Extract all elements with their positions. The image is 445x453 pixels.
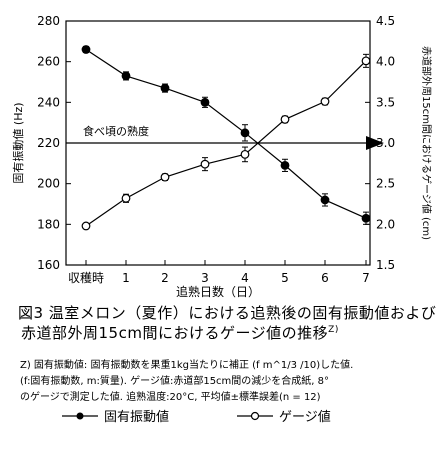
- x-tick-label: 6: [321, 271, 329, 285]
- data-point-gauge: [280, 115, 290, 124]
- filled-circle-marker-icon: [62, 412, 98, 419]
- footnote: Z) 固有振動値: 固有振動数を果重1kg当たりに補正 (f m^1/3 /10…: [20, 358, 440, 406]
- annotation: 食べ頃の熟度: [66, 124, 384, 150]
- y-tick-label-left: 260: [37, 55, 60, 69]
- series-line-1: [85, 48, 367, 219]
- legend-label: 固有振動値: [104, 410, 170, 425]
- data-point-frequency: [280, 160, 290, 170]
- figure-caption-line1: 図3 温室メロン（夏作）における追熟後の固有振動値および: [18, 304, 437, 322]
- legend-item-gauge: ゲージ値: [235, 406, 331, 425]
- data-point-frequency: [361, 213, 371, 223]
- data-point-frequency: [240, 128, 250, 138]
- footnote-line: (f:固有振動数, m:質量). ゲージ値:赤道部15cm間の減少を合成紙, 8…: [20, 376, 330, 387]
- figure-caption-line2: 赤道部外周15cm間におけるゲージ値の推移Z): [21, 322, 339, 343]
- annotation-label: 食べ頃の熟度: [83, 124, 149, 138]
- data-point-gauge: [320, 97, 330, 106]
- y-tick-label-right: 4.0: [376, 55, 395, 69]
- caption-superscript: Z): [328, 325, 339, 335]
- x-tick-label: 7: [362, 271, 370, 285]
- data-point-frequency: [121, 71, 131, 81]
- y-tick-label-left: 160: [37, 258, 60, 272]
- open-circle-marker-icon: [237, 411, 273, 420]
- legend-label: ゲージ値: [279, 410, 331, 425]
- y-tick-label-left: 240: [37, 95, 60, 109]
- chart: 160 180 200 220 240 260 280 1.5 2.0 2.5 3.0 3.5 4.0…: [11, 14, 433, 299]
- legend-item-frequency: 固有振動値: [60, 406, 169, 425]
- y-tick-label-right: 2.0: [376, 217, 395, 231]
- y-axis-label-left: 固有振動値 (Hz): [11, 102, 25, 183]
- x-axis-label: 追熟日数（日）: [176, 284, 260, 299]
- footnote-line: Z) 固有振動値: 固有振動数を果重1kg当たりに補正 (f m^1/3 /10…: [20, 360, 354, 371]
- y-tick-label-left: 220: [37, 136, 60, 150]
- series-line-2: [85, 60, 367, 227]
- x-tick-label: 2: [161, 271, 169, 285]
- y-tick-label-left: 200: [37, 177, 60, 191]
- data-point-frequency: [200, 97, 210, 107]
- y-tick-label-right: 3.5: [376, 95, 395, 109]
- caption-text: 赤道部外周15cm間におけるゲージ値の推移: [21, 324, 329, 342]
- data-point-frequency: [81, 45, 91, 54]
- y-tick-label-left: 180: [37, 217, 60, 231]
- x-tick-label: 収穫時: [68, 271, 104, 285]
- y-tick-label-right: 4.5: [376, 14, 395, 28]
- series-layer: [81, 45, 371, 231]
- legend: 固有振動値 ゲージ値: [60, 406, 390, 425]
- y-tick-label-right: 3.0: [376, 136, 395, 150]
- data-point-gauge: [361, 56, 371, 66]
- arrowhead-icon: [366, 136, 384, 150]
- y-axis-label-right: 赤道部外周15cm間におけるゲージ値 (cm): [420, 46, 433, 240]
- x-axis: 収穫時 1 2 3 4 5 6 7: [68, 260, 370, 285]
- y-tick-label-right: 2.5: [376, 177, 395, 191]
- y-tick-label-left: 280: [37, 14, 60, 28]
- x-tick-label: 4: [241, 271, 249, 285]
- x-tick-label: 1: [122, 271, 130, 285]
- y-tick-label-right: 1.5: [376, 258, 395, 272]
- left-axis: 160 180 200 220 240 260 280: [37, 14, 71, 272]
- data-point-frequency: [160, 83, 170, 93]
- data-point-frequency: [320, 195, 330, 205]
- data-point-gauge: [121, 193, 131, 203]
- data-point-gauge: [200, 159, 210, 169]
- data-point-gauge: [160, 172, 170, 182]
- data-point-gauge: [240, 149, 250, 159]
- footnote-line: のゲージで測定した値. 追熟温度:20°C, 平均値±標準誤差(n = 12): [20, 392, 321, 403]
- x-tick-label: 3: [201, 271, 209, 285]
- data-point-gauge: [81, 221, 91, 231]
- x-tick-label: 5: [281, 271, 289, 285]
